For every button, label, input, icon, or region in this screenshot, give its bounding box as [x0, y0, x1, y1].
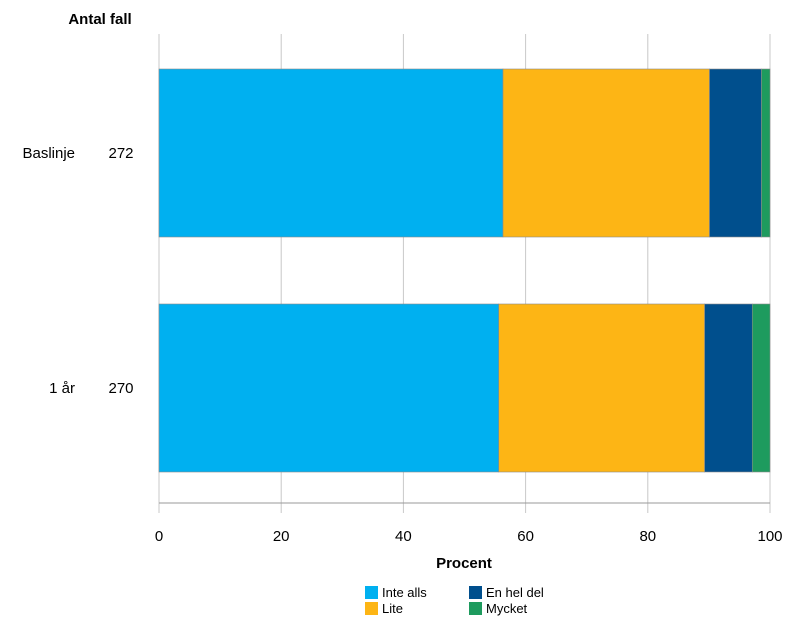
count-header: Antal fall: [68, 11, 131, 28]
count-label: 270: [108, 380, 133, 397]
x-axis-label: Procent: [436, 555, 492, 572]
count-label: 272: [108, 145, 133, 162]
x-tick-label: 0: [155, 528, 163, 545]
legend-swatch: [469, 602, 482, 615]
category-label: 1 år: [49, 380, 75, 397]
legend-label: En hel del: [486, 585, 544, 600]
legend-item: Inte alls: [365, 585, 427, 600]
bar-segment: [158, 303, 500, 473]
legend-label: Mycket: [486, 601, 528, 616]
bars: [158, 68, 771, 473]
count-labels: 272 270: [108, 145, 133, 397]
x-tick-labels: 0 20 40 60 80 100: [155, 528, 783, 545]
legend-item: En hel del: [469, 585, 544, 600]
legend-item: Lite: [365, 601, 403, 616]
legend-item: Mycket: [469, 601, 527, 616]
x-tick-label: 100: [757, 528, 782, 545]
category-labels: Baslinje 1 år: [22, 145, 75, 397]
legend-swatch: [365, 586, 378, 599]
x-tick-label: 20: [273, 528, 290, 545]
x-tick-label: 40: [395, 528, 412, 545]
x-tick-label: 80: [639, 528, 656, 545]
legend-swatch: [365, 602, 378, 615]
bar-segment: [158, 68, 504, 238]
bar-segment: [502, 68, 710, 238]
legend-label: Inte alls: [382, 585, 427, 600]
bar-segment: [761, 68, 771, 238]
category-label: Baslinje: [22, 145, 75, 162]
bar-segment: [751, 303, 771, 473]
x-tick-label: 60: [517, 528, 534, 545]
legend-swatch: [469, 586, 482, 599]
bar-segment: [498, 303, 705, 473]
bar-segment: [709, 68, 762, 238]
legend-label: Lite: [382, 601, 403, 616]
bar-segment: [704, 303, 753, 473]
